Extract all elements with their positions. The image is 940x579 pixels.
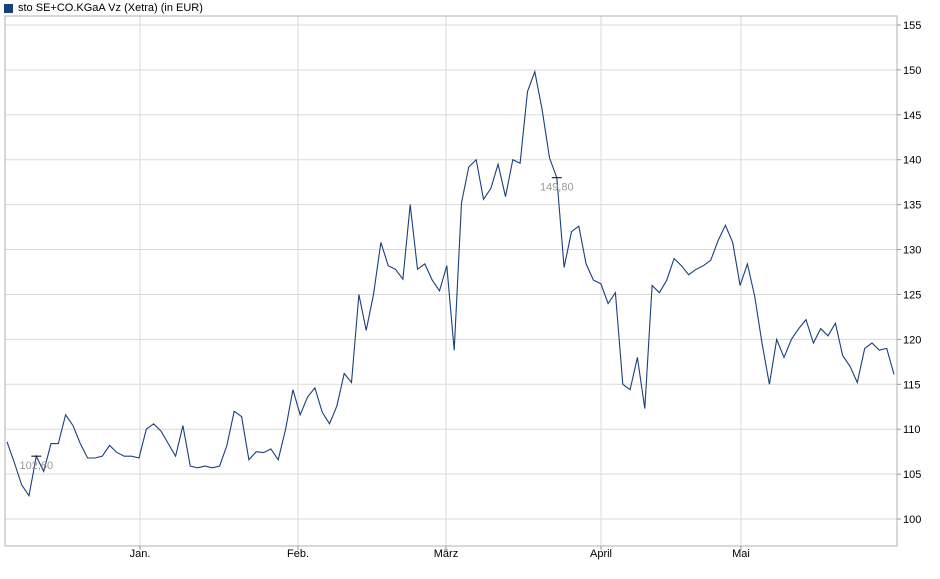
min-label: 102,60 (19, 460, 53, 472)
y-tick-label: 135 (903, 200, 921, 212)
gridlines (5, 16, 897, 546)
y-tick-label: 155 (903, 20, 921, 32)
y-tick-label: 115 (903, 379, 921, 391)
y-tick-label: 105 (903, 469, 921, 481)
x-tick-label: Jan. (130, 548, 151, 560)
x-tick-label: April (590, 548, 612, 560)
y-tick-label: 100 (903, 514, 921, 526)
y-tick-label: 120 (903, 334, 921, 346)
y-axis: 100 105 110 115 120 125 130 135 140 145 150 155 (897, 20, 921, 526)
y-tick-label: 150 (903, 65, 921, 77)
legend-swatch (4, 3, 13, 13)
y-tick-label: 145 (903, 110, 921, 122)
y-tick-label: 110 (903, 424, 921, 436)
x-axis: Jan. Feb. März April Mai (130, 546, 750, 560)
y-tick-label: 130 (903, 245, 921, 257)
x-tick-label: Mai (732, 548, 750, 560)
min-label: 149,80 (540, 182, 574, 194)
plot-frame (4, 15, 898, 547)
legend-label: sto SE+CO.KGaA Vz (Xetra) (in EUR) (18, 2, 203, 14)
x-tick-label: Feb. (287, 548, 309, 560)
chart-legend: sto SE+CO.KGaA Vz (Xetra) (in EUR) (4, 1, 203, 15)
annotations: 102,60 149,80 (19, 177, 574, 472)
x-tick-label: März (434, 548, 458, 560)
y-tick-label: 140 (903, 155, 921, 167)
y-tick-label: 125 (903, 289, 921, 301)
series-line (6, 69, 895, 498)
